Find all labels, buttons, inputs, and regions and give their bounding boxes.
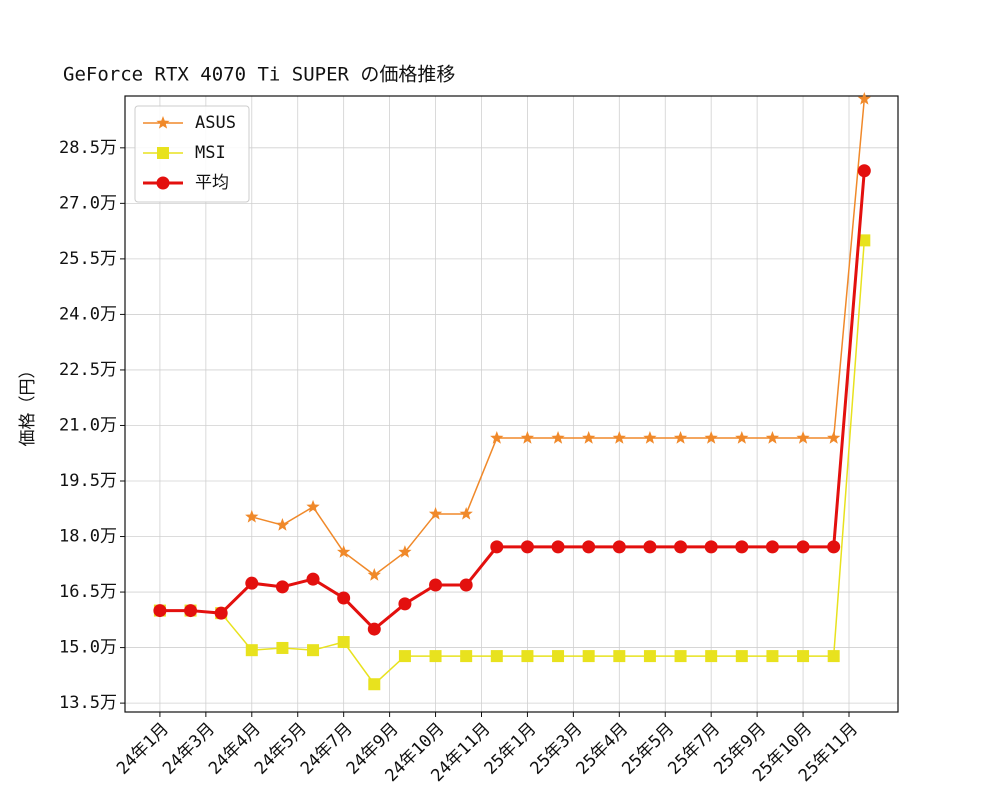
y-tick-label: 27.0万 xyxy=(59,193,117,213)
marker xyxy=(367,622,381,636)
marker xyxy=(674,540,688,554)
marker xyxy=(490,650,503,663)
marker xyxy=(552,650,565,663)
marker xyxy=(857,91,871,105)
legend: ASUS MSI 平均 xyxy=(134,105,250,203)
marker xyxy=(827,650,840,663)
marker xyxy=(306,499,320,513)
marker xyxy=(153,604,167,618)
marker xyxy=(156,176,170,190)
y-tick-label: 18.0万 xyxy=(59,527,117,547)
marker xyxy=(612,540,626,554)
y-axis-label: 価格（円） xyxy=(18,362,38,447)
marker xyxy=(673,431,688,444)
marker xyxy=(705,650,718,663)
marker xyxy=(704,431,718,444)
marker xyxy=(337,636,350,649)
y-tick-label: 25.5万 xyxy=(59,249,117,269)
marker xyxy=(184,604,198,618)
y-tick-label: 19.5万 xyxy=(59,471,117,491)
marker xyxy=(275,580,289,594)
marker xyxy=(827,431,841,444)
marker xyxy=(643,650,656,663)
marker xyxy=(398,597,412,611)
y-tick-label: 21.0万 xyxy=(59,415,117,435)
y-tick-label: 13.5万 xyxy=(59,693,117,713)
marker xyxy=(490,540,504,554)
marker xyxy=(157,147,169,159)
marker xyxy=(156,116,170,129)
legend-label: MSI xyxy=(195,143,226,163)
marker xyxy=(245,576,259,590)
y-tick-label: 22.5万 xyxy=(59,360,117,380)
marker xyxy=(429,578,443,592)
marker xyxy=(428,506,443,520)
y-tick-label: 24.0万 xyxy=(59,304,117,324)
marker xyxy=(735,540,749,554)
marker xyxy=(367,568,381,581)
marker xyxy=(765,540,779,554)
marker xyxy=(276,641,289,654)
marker xyxy=(827,540,841,554)
marker xyxy=(368,678,381,691)
legend-label: 平均 xyxy=(195,173,229,193)
marker xyxy=(643,431,657,444)
marker xyxy=(460,650,473,663)
marker xyxy=(490,431,504,444)
marker xyxy=(735,431,749,444)
marker xyxy=(306,572,320,586)
marker xyxy=(796,431,810,444)
marker xyxy=(582,650,595,663)
marker xyxy=(521,650,534,663)
marker xyxy=(796,540,810,554)
marker xyxy=(307,644,320,657)
marker xyxy=(245,644,258,657)
marker xyxy=(613,650,626,663)
marker xyxy=(551,540,565,554)
marker xyxy=(520,540,534,554)
marker xyxy=(551,431,565,444)
marker xyxy=(674,650,687,663)
marker xyxy=(858,234,871,247)
marker xyxy=(735,650,748,663)
chart-title: GeForce RTX 4070 Ti SUPER の価格推移 xyxy=(63,64,455,86)
marker xyxy=(704,540,718,554)
y-tick-label: 15.0万 xyxy=(59,638,117,658)
series-line xyxy=(159,170,866,632)
marker xyxy=(398,545,412,558)
marker xyxy=(214,606,228,620)
marker xyxy=(520,431,535,444)
marker xyxy=(429,650,442,663)
legend-label: ASUS xyxy=(195,113,236,133)
marker xyxy=(643,540,657,554)
y-tick-label: 28.5万 xyxy=(59,138,117,158)
marker xyxy=(797,650,810,663)
marker xyxy=(582,540,596,554)
marker xyxy=(337,545,351,558)
marker xyxy=(275,518,290,531)
marker xyxy=(582,431,596,444)
marker xyxy=(337,591,351,605)
marker xyxy=(459,506,473,520)
y-tick-label: 16.5万 xyxy=(59,582,117,602)
series-line xyxy=(159,240,866,686)
marker xyxy=(459,578,473,592)
marker xyxy=(245,509,259,523)
marker xyxy=(857,164,871,178)
marker xyxy=(766,650,779,663)
plot-frame xyxy=(124,95,899,713)
marker xyxy=(398,650,411,663)
marker xyxy=(612,431,626,444)
marker xyxy=(765,431,780,444)
